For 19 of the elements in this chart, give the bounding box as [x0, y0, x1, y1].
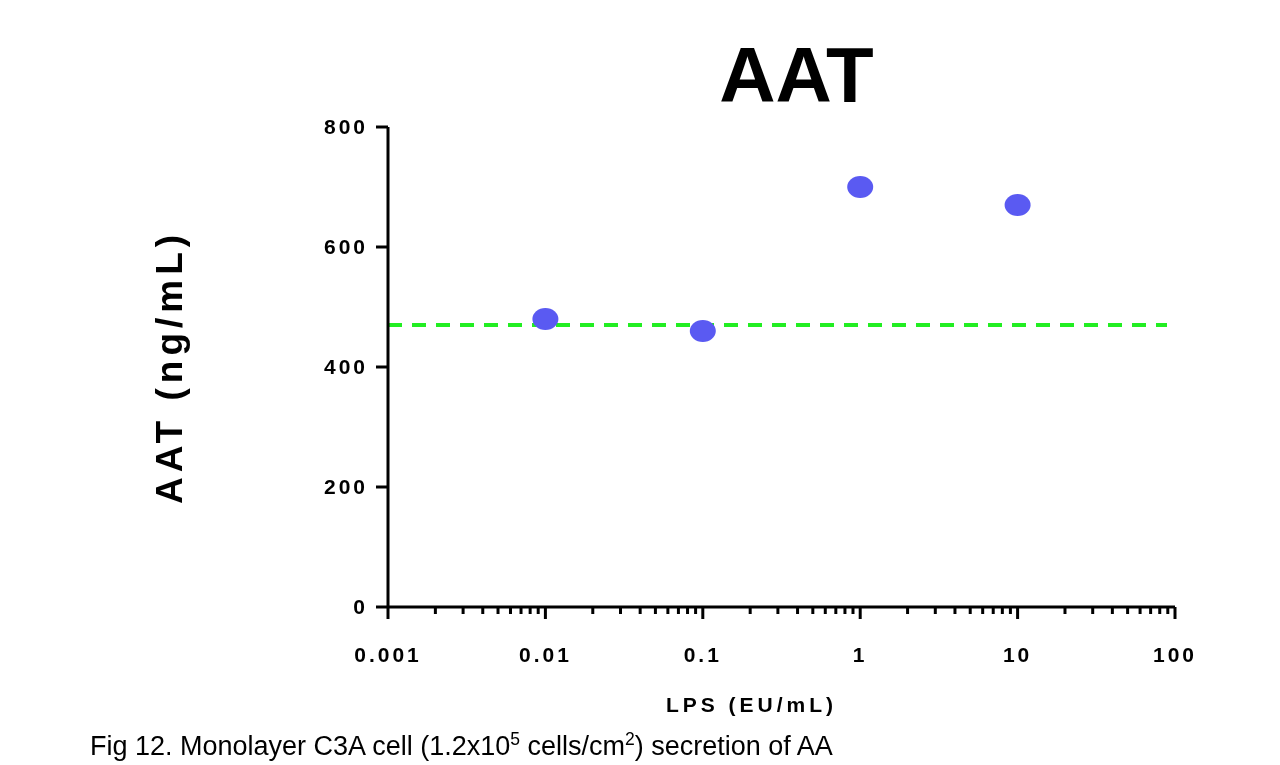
y-tick-label: 600 [323, 235, 368, 259]
point [1004, 194, 1031, 216]
x-tick-label: 10 [1002, 643, 1033, 666]
caption: Fig 12. Monolayer C3A cell (1.2x10$^{5}$ cells/cm$^{2}$) secretion of AA [90, 729, 833, 761]
x-tick-label: 0.1 [683, 643, 722, 666]
y-tick-label: 200 [323, 475, 368, 499]
x-tick-label: 100 [1152, 643, 1198, 666]
point [532, 308, 559, 330]
y-tick-label: 800 [323, 115, 368, 139]
point [847, 176, 874, 198]
y-axis-title: AAT (ng/mL) [149, 229, 190, 505]
y-tick-label: 0 [353, 595, 368, 619]
point [689, 320, 716, 342]
chart-title: AAT [719, 31, 874, 119]
y-tick-label: 400 [323, 355, 368, 379]
x-axis-title: LPS (EU/mL) [665, 693, 838, 716]
x-tick-label: 0.001 [354, 643, 422, 666]
x-tick-label: 0.01 [518, 643, 572, 666]
x-tick-label: 1 [852, 643, 868, 666]
